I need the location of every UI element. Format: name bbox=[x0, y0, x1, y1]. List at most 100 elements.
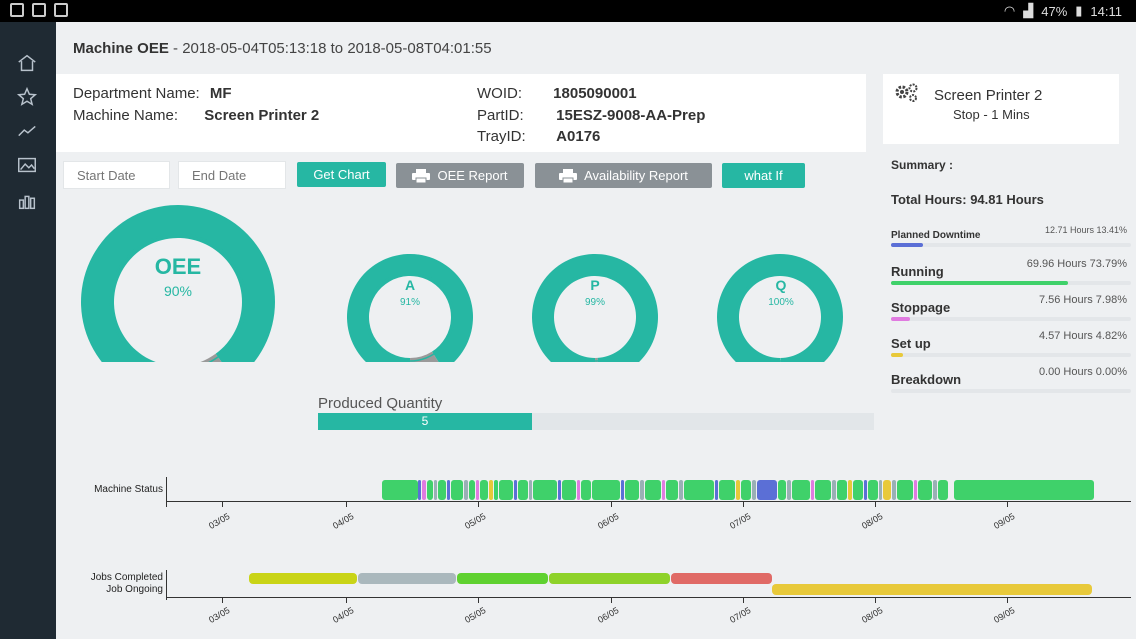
summary-item-name: Planned Downtime bbox=[891, 230, 981, 241]
trend-line-icon[interactable] bbox=[16, 120, 40, 144]
bar-chart-icon[interactable] bbox=[16, 190, 40, 214]
machine-info-card: Department Name: MF Machine Name: Screen… bbox=[56, 74, 866, 152]
timeline-date-label: 05/05 bbox=[463, 511, 488, 531]
machine-status-segment bbox=[382, 480, 418, 500]
summary-item-value: 69.96 Hours 73.79% bbox=[1026, 258, 1127, 270]
machine-status-segment bbox=[447, 480, 450, 500]
get-chart-label: Get Chart bbox=[313, 167, 370, 182]
machine-status-segment bbox=[778, 480, 786, 500]
what-if-button[interactable]: what If bbox=[722, 163, 805, 188]
timeline-tick bbox=[166, 501, 167, 507]
gauge-inner-ring bbox=[365, 272, 455, 362]
summary-total: Total Hours: 94.81 Hours bbox=[891, 192, 1044, 207]
machine-status-segment bbox=[879, 480, 882, 500]
machine-status-segment bbox=[464, 480, 468, 500]
timeline-date-label: 03/05 bbox=[207, 605, 232, 625]
summary-item: Running 69.96 Hours 73.79% bbox=[891, 256, 1131, 286]
summary-item: Stoppage 7.56 Hours 7.98% bbox=[891, 292, 1131, 322]
machine-status-segment bbox=[581, 480, 591, 500]
summary-item-track bbox=[891, 243, 1131, 247]
timeline-date-label: 06/05 bbox=[596, 605, 621, 625]
summary-item-track bbox=[891, 317, 1131, 321]
jobs-completed-label: Jobs Completed bbox=[90, 572, 163, 583]
summary-item: Planned Downtime 12.71 Hours 13.41% bbox=[891, 218, 1131, 248]
star-icon[interactable] bbox=[16, 86, 40, 110]
trayid-label: TrayID: bbox=[477, 128, 526, 145]
machine-status-segment bbox=[666, 480, 678, 500]
timeline-date-label: 07/05 bbox=[728, 605, 753, 625]
machine-status-segment bbox=[736, 480, 740, 500]
summary-item-track bbox=[891, 353, 1131, 357]
oee-gauge-title: OEE bbox=[154, 254, 202, 279]
machine-status-segment bbox=[752, 480, 756, 500]
timeline-tick bbox=[346, 501, 347, 507]
machine-status-segment bbox=[892, 480, 896, 500]
gauge-inner-ring bbox=[109, 233, 247, 362]
machine-status-segment bbox=[533, 480, 557, 500]
quality-gauge-title: Q bbox=[775, 277, 787, 293]
gauge-inner-ring bbox=[550, 272, 640, 362]
machine-status-segment bbox=[422, 480, 426, 500]
partid-label: PartID: bbox=[477, 107, 524, 124]
oee-report-button[interactable]: OEE Report bbox=[396, 163, 524, 188]
sidebar bbox=[0, 22, 56, 639]
machine-status-segment bbox=[811, 480, 814, 500]
machine-status-segment bbox=[679, 480, 683, 500]
oee-report-label: OEE Report bbox=[437, 168, 508, 183]
summary-item-name: Running bbox=[891, 264, 944, 279]
job-segment bbox=[772, 584, 1092, 595]
machine-status-segment bbox=[918, 480, 932, 500]
gauge-fill-arc bbox=[81, 205, 275, 362]
gauges-area bbox=[81, 205, 844, 362]
start-date-input[interactable] bbox=[63, 161, 170, 189]
timeline-tick bbox=[478, 501, 479, 507]
get-chart-button[interactable]: Get Chart bbox=[297, 162, 386, 187]
timeline-tick bbox=[875, 597, 876, 603]
machine-status-segment bbox=[662, 480, 665, 500]
timeline-date-label: 09/05 bbox=[992, 605, 1017, 625]
clock: 14:11 bbox=[1090, 3, 1122, 19]
job-segment bbox=[671, 573, 772, 584]
machine-status-segment bbox=[815, 480, 831, 500]
availability-report-label: Availability Report bbox=[584, 168, 688, 183]
timeline-date-label: 08/05 bbox=[860, 511, 885, 531]
gauge-inner-ring bbox=[735, 272, 825, 362]
machine-status-segment bbox=[864, 480, 867, 500]
machine-status-segment bbox=[914, 480, 917, 500]
timeline-tick bbox=[478, 597, 479, 603]
timeline-date-label: 06/05 bbox=[596, 511, 621, 531]
machine-status-segment bbox=[499, 480, 513, 500]
machine-status-segment bbox=[640, 480, 644, 500]
end-date-input[interactable] bbox=[178, 161, 286, 189]
timeline-date-label: 09/05 bbox=[992, 511, 1017, 531]
produced-quantity-label: Produced Quantity bbox=[318, 395, 443, 412]
machine-status-label: Machine Status bbox=[94, 484, 163, 495]
notification-icon bbox=[10, 3, 24, 17]
availability-gauge-title: A bbox=[404, 277, 416, 293]
machine-status-segment bbox=[562, 480, 576, 500]
department-value: MF bbox=[209, 85, 232, 102]
availability-gauge bbox=[347, 254, 473, 362]
page-title: Machine OEE - 2018-05-04T05:13:18 to 201… bbox=[73, 40, 492, 57]
picture-icon[interactable] bbox=[16, 154, 40, 178]
machine-status-segment bbox=[933, 480, 937, 500]
machine-status-segment bbox=[451, 480, 463, 500]
printer-icon bbox=[412, 168, 431, 183]
availability-report-button[interactable]: Availability Report bbox=[535, 163, 712, 188]
signal-icon: ▟ bbox=[1023, 3, 1034, 18]
machine-status-segment bbox=[883, 480, 891, 500]
summary-item-track bbox=[891, 281, 1131, 285]
machine-status-segment bbox=[787, 480, 791, 500]
flipboard-icon bbox=[54, 3, 68, 17]
machine-status-segment bbox=[434, 480, 437, 500]
timeline-date-label: 05/05 bbox=[463, 605, 488, 625]
machine-status-segment bbox=[715, 480, 718, 500]
home-icon[interactable] bbox=[16, 52, 40, 76]
job-segment bbox=[249, 573, 357, 584]
machine-status-segment bbox=[719, 480, 735, 500]
woid-value: 1805090001 bbox=[553, 85, 637, 102]
performance-gauge bbox=[532, 254, 658, 362]
machine-value: Screen Printer 2 bbox=[204, 107, 320, 124]
summary-item-value: 12.71 Hours 13.41% bbox=[1044, 225, 1127, 235]
machine-status-segment bbox=[938, 480, 948, 500]
